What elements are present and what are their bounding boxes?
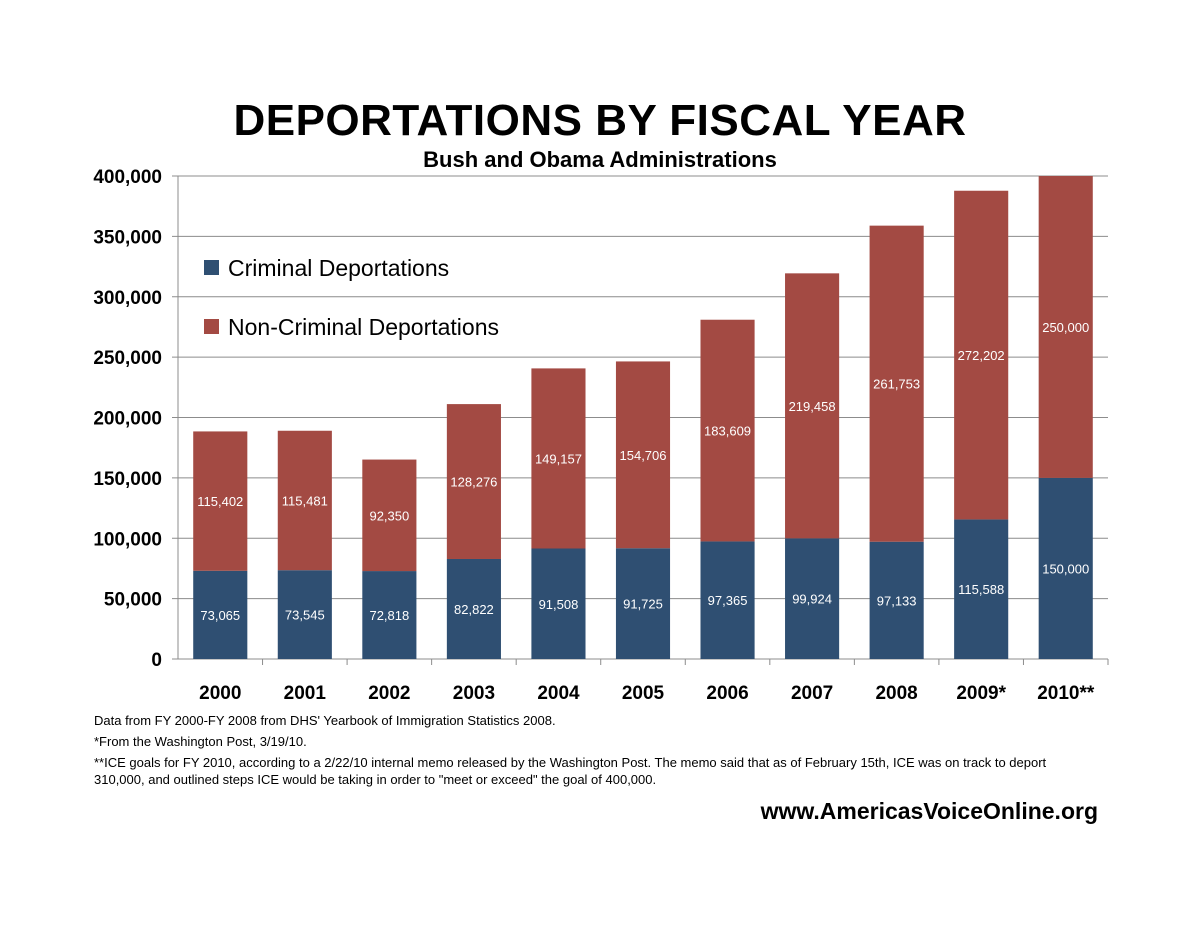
- source-notes: Data from FY 2000-FY 2008 from DHS' Year…: [94, 712, 1084, 792]
- data-label-criminal: 97,133: [877, 593, 917, 608]
- bar-non-criminal: [193, 431, 248, 571]
- data-label-non-criminal: 272,202: [958, 348, 1005, 363]
- data-label-non-criminal: 149,157: [535, 451, 582, 466]
- bar-criminal: [869, 541, 924, 659]
- data-label-non-criminal: 154,706: [620, 448, 667, 463]
- bar-non-criminal: [277, 430, 332, 571]
- y-tick-label: 150,000: [93, 469, 162, 490]
- legend-label: Criminal Deportations: [228, 255, 449, 281]
- bar-criminal: [277, 570, 332, 659]
- y-tick-label: 350,000: [93, 227, 162, 248]
- data-label-non-criminal: 128,276: [450, 475, 497, 490]
- bar-non-criminal: [446, 404, 501, 559]
- data-label-non-criminal: 115,402: [197, 494, 243, 509]
- data-label-criminal: 73,065: [200, 608, 240, 623]
- x-tick-label: 2008: [875, 683, 917, 704]
- note-2: *From the Washington Post, 3/19/10.: [94, 734, 307, 749]
- data-label-non-criminal: 115,481: [282, 493, 328, 508]
- x-tick-label: 2003: [453, 683, 495, 704]
- bar-criminal: [531, 548, 586, 659]
- legend-label: Non-Criminal Deportations: [228, 314, 499, 340]
- bar-non-criminal: [954, 190, 1009, 520]
- data-label-criminal: 115,588: [958, 582, 1004, 597]
- y-tick-label: 100,000: [93, 529, 162, 550]
- data-label-criminal: 73,545: [285, 608, 325, 623]
- data-label-non-criminal: 261,753: [873, 377, 920, 392]
- bar-non-criminal: [700, 319, 755, 542]
- data-label-criminal: 150,000: [1042, 561, 1089, 576]
- bar-criminal: [615, 548, 671, 659]
- y-tick-label: 250,000: [93, 348, 162, 369]
- bar-criminal: [193, 570, 248, 659]
- bar-criminal: [1038, 477, 1093, 659]
- chart-subtitle: Bush and Obama Administrations: [423, 147, 777, 172]
- data-label-criminal: 97,365: [708, 593, 748, 608]
- note-1: Data from FY 2000-FY 2008 from DHS' Year…: [94, 713, 556, 728]
- legend-swatch: [204, 319, 219, 334]
- website-url: www.AmericasVoiceOnline.org: [760, 798, 1098, 824]
- bar-non-criminal: [531, 368, 586, 549]
- data-label-non-criminal: 219,458: [789, 399, 836, 414]
- bar-criminal: [362, 571, 417, 659]
- y-tick-label: 400,000: [93, 167, 162, 188]
- note-3: **ICE goals for FY 2010, according to a …: [94, 755, 1047, 787]
- x-tick-label: 2005: [622, 683, 665, 704]
- bar-criminal: [785, 538, 840, 659]
- x-tick-label: 2006: [706, 683, 748, 704]
- x-tick-label: 2000: [199, 683, 241, 704]
- data-label-non-criminal: 183,609: [704, 424, 751, 439]
- bar-non-criminal: [785, 273, 840, 539]
- bar-non-criminal: [362, 459, 417, 572]
- x-tick-label: 2007: [791, 683, 833, 704]
- data-label-criminal: 72,818: [369, 608, 409, 623]
- bar-non-criminal: [615, 361, 671, 549]
- data-label-non-criminal: 92,350: [369, 508, 409, 523]
- x-tick-label: 2010**: [1037, 683, 1095, 704]
- x-tick-label: 2001: [284, 683, 327, 704]
- stacked-bar-chart: 0 50,000 100,000 150,000 200,000 250,000 300,0…: [93, 167, 1109, 704]
- y-tick-label: 0: [151, 650, 162, 671]
- bar-criminal: [446, 558, 501, 659]
- bar-criminal: [954, 519, 1009, 659]
- chart-title: DEPORTATIONS BY FISCAL YEAR: [233, 96, 967, 145]
- bar-non-criminal: [1038, 176, 1093, 478]
- y-tick-label: 50,000: [104, 590, 162, 611]
- data-label-criminal: 99,924: [792, 592, 832, 607]
- bar-non-criminal: [869, 225, 924, 542]
- data-label-criminal: 82,822: [454, 602, 494, 617]
- x-tick-label: 2002: [368, 683, 410, 704]
- legend-swatch: [204, 260, 219, 275]
- x-tick-label: 2009*: [956, 683, 1006, 704]
- x-tick-label: 2004: [537, 683, 580, 704]
- data-label-criminal: 91,725: [623, 597, 663, 612]
- data-label-non-criminal: 250,000: [1042, 320, 1089, 335]
- y-tick-label: 300,000: [93, 288, 162, 309]
- bar-criminal: [700, 541, 755, 659]
- y-tick-label: 200,000: [93, 409, 162, 430]
- data-label-criminal: 91,508: [539, 597, 579, 612]
